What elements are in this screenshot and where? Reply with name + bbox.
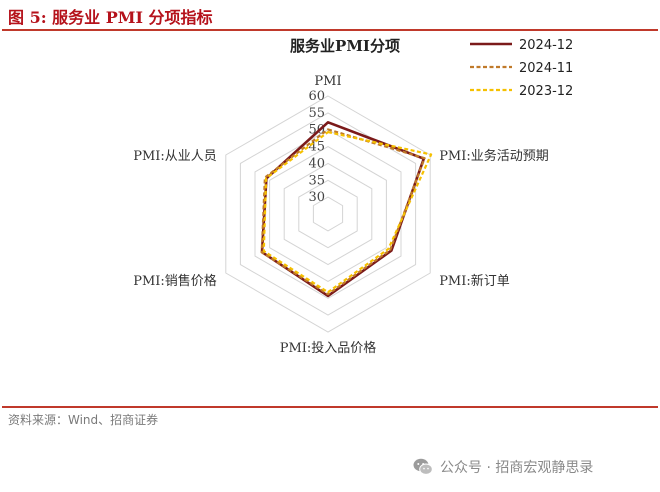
axis-label-3: PMI:投入品价格 <box>280 340 377 356</box>
bottom-rule <box>2 406 658 408</box>
chart-area: 服务业PMI分项 30 35 40 45 50 55 60 PMI PMI:业务活动预期 PMI… <box>0 32 660 402</box>
top-rule <box>2 29 658 31</box>
tick-label-30: 30 <box>308 190 325 205</box>
grid-ring-35 <box>298 179 358 249</box>
grid-ring-40 <box>283 162 373 266</box>
axis-label-0: PMI <box>314 74 341 89</box>
axis-label-2: PMI:新订单 <box>439 273 510 289</box>
series-2024-11 <box>260 128 426 296</box>
axis-label-5: PMI:从业人员 <box>133 149 217 164</box>
series-2023-12 <box>262 130 433 294</box>
series-lines <box>260 121 433 298</box>
tick-label-60: 60 <box>308 89 325 104</box>
axis-label-1: PMI:业务活动预期 <box>439 148 549 164</box>
axis-labels: PMI PMI:业务活动预期 PMI:新订单 PMI:投入品价格 PMI:销售价格 PMI… <box>133 74 549 356</box>
figure-title: 图 5: 服务业 PMI 分项指标 <box>8 8 213 27</box>
tick-label-40: 40 <box>308 156 325 171</box>
chart-title: 服务业PMI分项 <box>290 37 400 55</box>
tick-label-55: 55 <box>308 106 325 121</box>
wechat-icon <box>413 458 433 475</box>
tick-label-35: 35 <box>308 173 325 188</box>
grid-ring-50 <box>254 129 402 299</box>
legend-label-2024-12: 2024-12 <box>519 38 573 53</box>
legend-label-2024-11: 2024-11 <box>519 61 573 76</box>
watermark-text: 公众号 · 招商宏观静思录 <box>440 460 594 476</box>
figure-header: 图 5: 服务业 PMI 分项指标 <box>0 0 660 30</box>
axis-label-4: PMI:销售价格 <box>133 273 217 289</box>
watermark: 公众号 · 招商宏观静思录 <box>412 456 593 478</box>
source-note: 资料来源：Wind、招商证券 <box>8 413 159 427</box>
grid-ring-45 <box>269 146 387 282</box>
legend-label-2023-12: 2023-12 <box>519 84 573 99</box>
grid-ring-30 <box>312 196 344 232</box>
legend: 2024-12 2024-11 2023-12 <box>470 38 573 99</box>
tick-label-50: 50 <box>308 123 325 138</box>
grid-ring-55 <box>239 112 417 316</box>
